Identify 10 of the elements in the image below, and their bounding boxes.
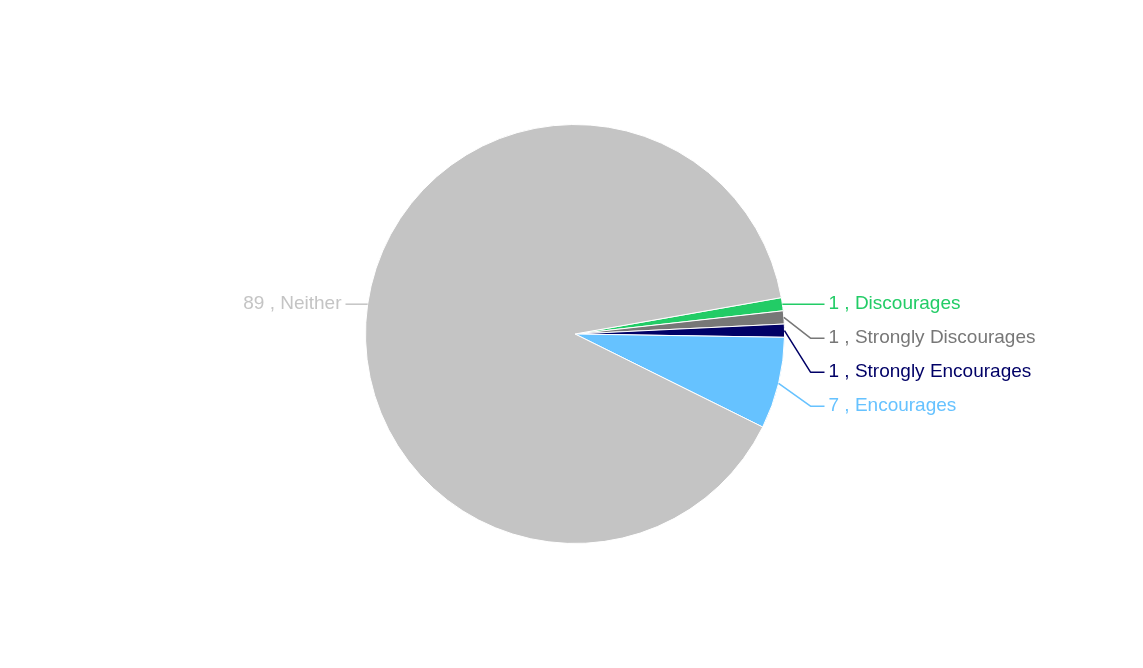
data-label: 1 ,: [828, 292, 850, 314]
slice-label: Encourages: [854, 394, 957, 416]
slice-label: Strongly Discourages: [854, 326, 1036, 348]
slice-label: Neither: [280, 292, 343, 314]
data-label: 89 ,: [243, 292, 275, 314]
slice-label: Strongly Encourages: [854, 360, 1032, 382]
data-label: 1 ,: [828, 360, 850, 382]
slice-label: Discourages: [854, 292, 961, 314]
data-label: 1 ,: [828, 326, 850, 348]
data-label: 7 ,: [828, 394, 850, 416]
